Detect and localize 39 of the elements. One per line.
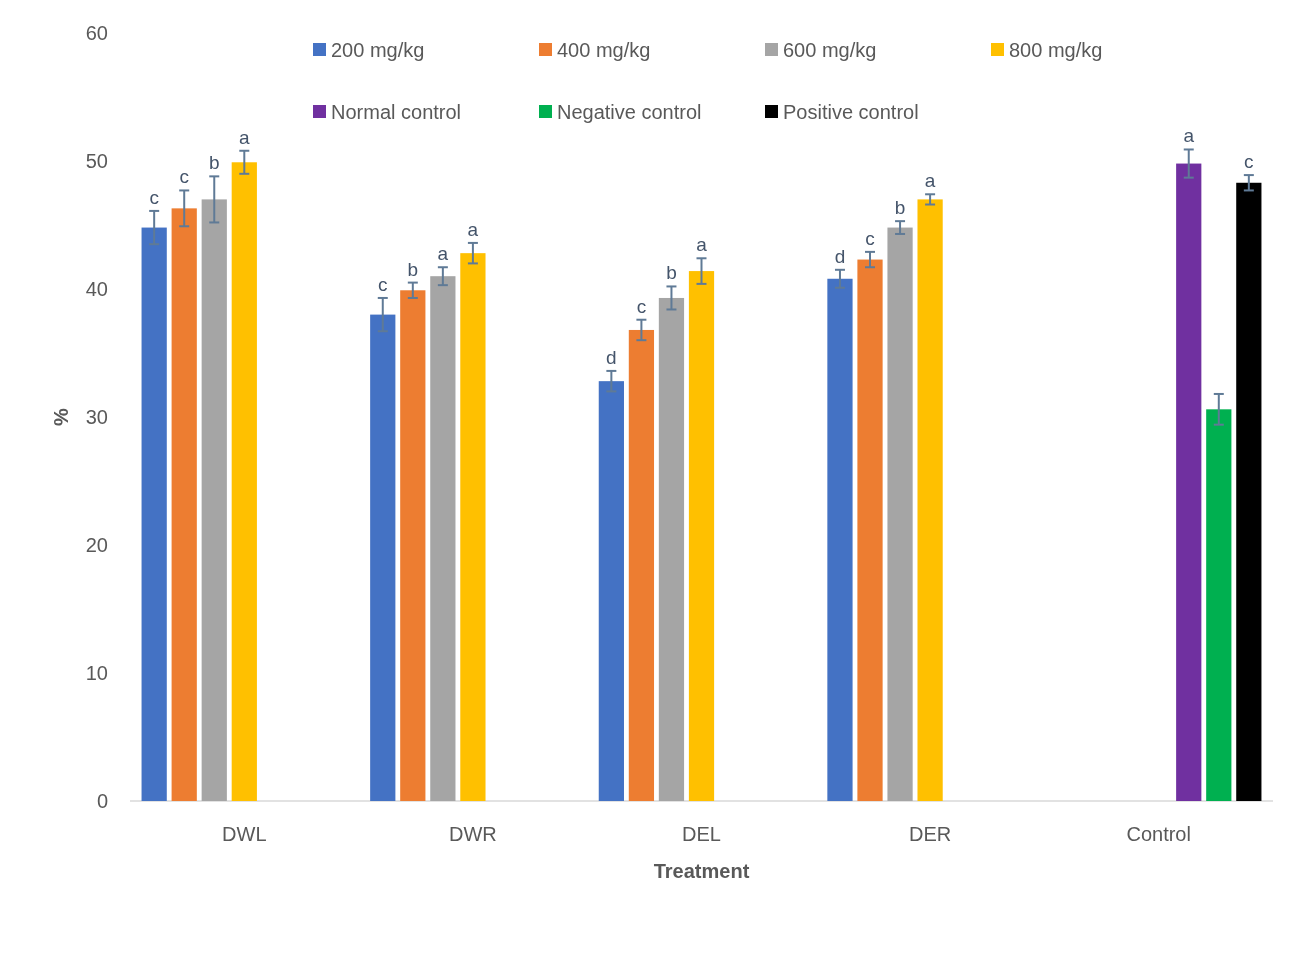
data-label: a xyxy=(924,170,936,192)
data-label: b xyxy=(666,262,677,284)
x-axis-title: Treatment xyxy=(653,860,750,882)
legend-label: Positive control xyxy=(783,101,919,123)
y-tick-label: 40 xyxy=(85,278,108,300)
data-label: c xyxy=(149,186,159,208)
y-tick-label: 0 xyxy=(96,790,108,812)
x-tick-label: DER xyxy=(908,823,952,845)
legend-label: Normal control xyxy=(331,101,462,123)
data-label: a xyxy=(467,218,479,240)
data-label: c xyxy=(179,166,189,188)
y-tick-label: 20 xyxy=(85,534,108,556)
y-tick-label: 60 xyxy=(85,22,108,44)
y-tick-label: 10 xyxy=(85,662,108,684)
x-tick-label: DWL xyxy=(222,823,267,845)
data-label: a xyxy=(239,126,251,148)
data-label: a xyxy=(1183,125,1195,147)
data-label: a xyxy=(437,243,449,265)
legend-label: 800 mg/kg xyxy=(1009,39,1103,61)
x-tick-label: Control xyxy=(1126,823,1191,845)
data-label: a xyxy=(696,234,708,256)
y-tick-label: 30 xyxy=(85,406,108,428)
data-label: b xyxy=(894,197,906,219)
data-label: c xyxy=(636,295,647,317)
legend-label: Negative control xyxy=(557,101,702,123)
data-label: d xyxy=(834,245,846,267)
data-label: b xyxy=(407,258,419,280)
legend-label: 200 mg/kg xyxy=(331,39,425,61)
data-label: c xyxy=(378,273,388,295)
x-tick-label: DEL xyxy=(682,823,721,845)
y-tick-label: 50 xyxy=(85,150,108,172)
data-label: c xyxy=(865,227,875,249)
data-label: b xyxy=(208,152,220,174)
data-label: d xyxy=(606,346,617,368)
legend-label: 600 mg/kg xyxy=(783,39,877,61)
x-tick-label: DWR xyxy=(449,823,497,845)
y-axis-title: % xyxy=(50,407,72,426)
data-label: c xyxy=(1244,151,1254,173)
legend-label: 400 mg/kg xyxy=(557,39,651,61)
